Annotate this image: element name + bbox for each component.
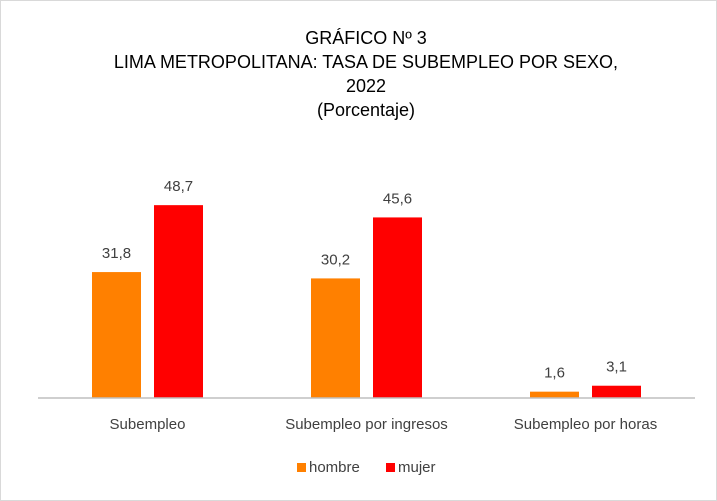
chart-title: GRÁFICO Nº 3 <box>305 28 427 48</box>
bar <box>154 205 203 398</box>
legend-swatch <box>386 463 395 472</box>
data-label: 30,2 <box>321 251 350 268</box>
chart-title: (Porcentaje) <box>317 100 415 120</box>
bar <box>530 391 579 398</box>
data-label: 48,7 <box>164 178 193 195</box>
x-tick-label: Subempleo por ingresos <box>285 416 448 433</box>
chart-title: 2022 <box>346 76 386 96</box>
data-label: 45,6 <box>383 190 412 207</box>
legend-label: mujer <box>398 459 436 476</box>
data-label: 3,1 <box>606 359 627 376</box>
bar <box>373 217 422 398</box>
data-label: 1,6 <box>544 365 565 382</box>
data-label: 31,8 <box>102 245 131 262</box>
bar <box>592 385 641 398</box>
chart-title: LIMA METROPOLITANA: TASA DE SUBEMPLEO PO… <box>114 52 618 72</box>
legend-label: hombre <box>309 459 360 476</box>
x-tick-label: Subempleo <box>110 416 186 433</box>
bar <box>311 278 360 398</box>
bar <box>92 272 141 398</box>
legend-swatch <box>297 463 306 472</box>
x-tick-label: Subempleo por horas <box>514 416 657 433</box>
